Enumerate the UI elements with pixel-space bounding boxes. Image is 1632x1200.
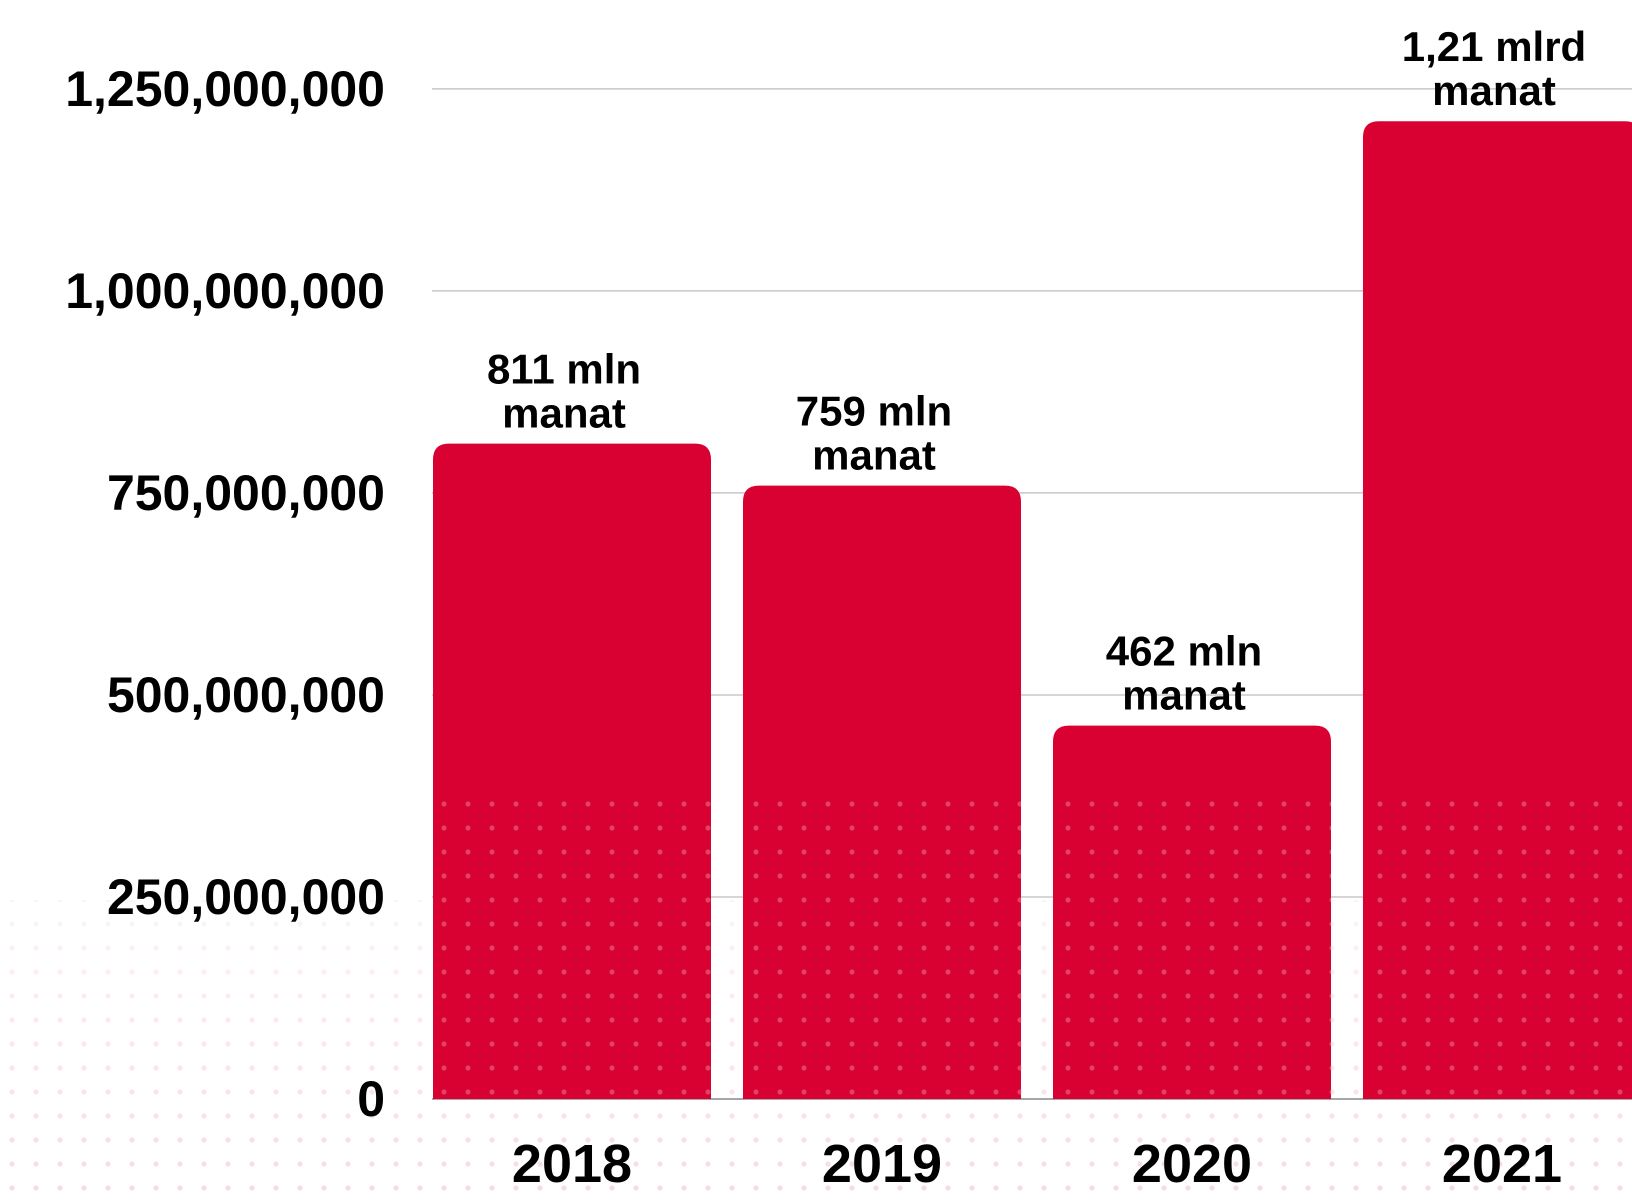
y-tick-label: 250,000,000 [107, 869, 385, 925]
y-tick-label: 1,250,000,000 [65, 61, 385, 117]
value-label: 1,21 mlrd manat [1402, 23, 1586, 114]
value-label: 462 mln manat [1106, 628, 1262, 719]
y-tick-label: 500,000,000 [107, 667, 385, 723]
value-label: 759 mln manat [796, 388, 952, 479]
x-tick-label: 2019 [822, 1134, 942, 1194]
x-tick-label: 2018 [512, 1134, 632, 1194]
y-tick-label: 750,000,000 [107, 465, 385, 521]
bar-texture [1053, 800, 1331, 1099]
y-tick-label: 0 [357, 1071, 385, 1127]
bar-texture [433, 800, 711, 1099]
bar-texture [743, 800, 1021, 1099]
bar-texture [1363, 800, 1632, 1099]
value-label: 811 mln manat [487, 346, 641, 437]
labels: 0 250,000,000 500,000,000 750,000,000 1,000,… [65, 23, 1586, 1194]
x-tick-label: 2021 [1442, 1134, 1562, 1194]
y-tick-label: 1,000,000,000 [65, 263, 385, 319]
x-tick-label: 2020 [1132, 1134, 1252, 1194]
bars [433, 121, 1632, 1100]
